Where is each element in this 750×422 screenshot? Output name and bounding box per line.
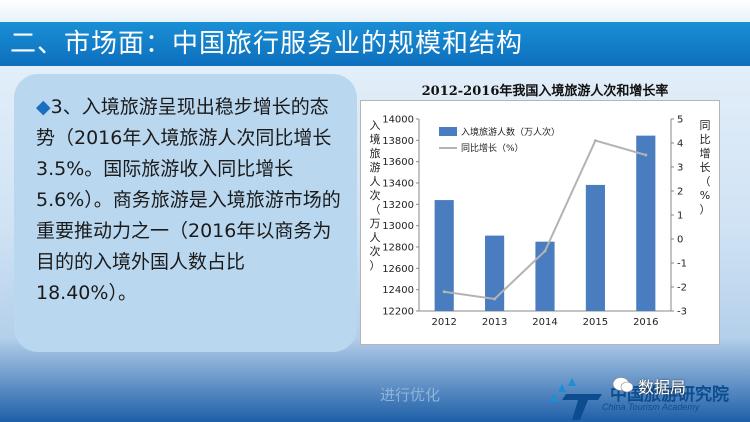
y2-axis-label: 长 xyxy=(700,161,711,174)
y2-axis-label: （ xyxy=(700,175,711,188)
y-axis-label: 人 xyxy=(370,231,381,244)
logo-text-cn: 中国旅游研究院 xyxy=(610,385,729,405)
growth-point-2015 xyxy=(593,139,597,143)
growth-point-2014 xyxy=(543,249,547,253)
legend-bar-swatch xyxy=(439,127,457,136)
y2-tick-label: 3 xyxy=(677,163,683,174)
x-tick-label: 2013 xyxy=(482,317,507,328)
y2-axis-label: 比 xyxy=(700,133,711,146)
x-tick-label: 2012 xyxy=(431,317,456,328)
x-tick-label: 2016 xyxy=(633,317,658,328)
y-tick-label: 14000 xyxy=(382,115,414,126)
y-axis-label: 入 xyxy=(370,119,381,132)
y2-tick-label: -3 xyxy=(677,307,687,318)
logo-mark-icon xyxy=(550,378,602,420)
bullet-paragraph: ◆3、入境旅游呈现出稳步增长的态势（2016年入境旅游人次同比增长3.5%。国际… xyxy=(36,92,343,309)
watermark-text: 进行优化 xyxy=(380,386,441,404)
y2-tick-label: 4 xyxy=(677,139,683,150)
y2-tick-label: 5 xyxy=(677,115,683,126)
x-tick-label: 2014 xyxy=(532,317,557,328)
y-tick-label: 13200 xyxy=(382,200,414,211)
bullet-text: 3、入境旅游呈现出稳步增长的态势（2016年入境旅游人次同比增长3.5%。国际旅… xyxy=(36,96,341,304)
bar-2012 xyxy=(434,200,454,311)
bullet-diamond-icon: ◆ xyxy=(36,96,51,118)
y2-axis-label: ） xyxy=(700,203,711,216)
top-strip xyxy=(0,0,750,22)
y2-tick-label: 0 xyxy=(677,235,683,246)
bar-2013 xyxy=(485,235,505,311)
growth-point-2012 xyxy=(442,290,446,294)
y-tick-label: 12400 xyxy=(382,285,414,296)
y-axis-label: （ xyxy=(370,203,381,216)
x-tick-label: 2015 xyxy=(583,317,608,328)
academy-logo: 中国旅游研究院 China Tourism Academy xyxy=(540,372,750,422)
wechat-account: 数据局 xyxy=(638,378,687,397)
y-axis-label: 次 xyxy=(370,244,381,258)
y-axis-label: 境 xyxy=(370,132,381,146)
y-tick-label: 13400 xyxy=(382,179,414,190)
legend-line-label: 同比增长（%） xyxy=(461,142,524,154)
bar-2014 xyxy=(535,241,555,311)
y-tick-label: 12200 xyxy=(382,307,414,318)
slide-title: 二、市场面：中国旅行服务业的规模和结构 xyxy=(0,22,750,66)
text-panel: ◆3、入境旅游呈现出稳步增长的态势（2016年入境旅游人次同比增长3.5%。国际… xyxy=(14,74,357,352)
y-axis-label: 旅 xyxy=(370,146,381,160)
chart-title: 2012-2016年我国入境旅游人次和增长率 xyxy=(421,84,669,99)
y2-axis-label: 增 xyxy=(700,146,711,160)
y-axis-label: ） xyxy=(370,259,381,272)
y-axis-label: 游 xyxy=(370,161,381,174)
wechat-icon xyxy=(612,377,634,393)
bar-2016 xyxy=(636,135,656,311)
y-tick-label: 13800 xyxy=(382,136,414,147)
y2-axis-label: 同 xyxy=(700,119,711,132)
y2-tick-label: 1 xyxy=(677,211,683,222)
y-tick-label: 13600 xyxy=(382,157,414,168)
y-tick-label: 12600 xyxy=(382,264,414,275)
chart-area: 12200 12400 12600 12800 13000 13200 13400 13600… xyxy=(360,100,720,345)
y2-axis-label: % xyxy=(700,189,710,202)
y-axis-label: 万 xyxy=(370,217,381,230)
y-tick-label: 12800 xyxy=(382,243,414,254)
logo-text-en: China Tourism Academy xyxy=(602,402,700,412)
y-axis-label: 次 xyxy=(370,188,381,202)
y-tick-label: 13000 xyxy=(382,221,414,232)
growth-point-2016 xyxy=(644,153,648,157)
bar-2015 xyxy=(585,184,605,311)
y2-tick-label: 2 xyxy=(677,187,683,198)
y2-tick-label: -2 xyxy=(677,283,687,294)
growth-point-2013 xyxy=(493,297,497,301)
y-axis-label: 人 xyxy=(370,175,381,188)
y2-tick-label: -1 xyxy=(677,259,687,270)
legend-bar-label: 入境旅游人数（万人次） xyxy=(461,126,560,138)
chart-svg: 12200 12400 12600 12800 13000 13200 13400 13600… xyxy=(370,115,711,329)
